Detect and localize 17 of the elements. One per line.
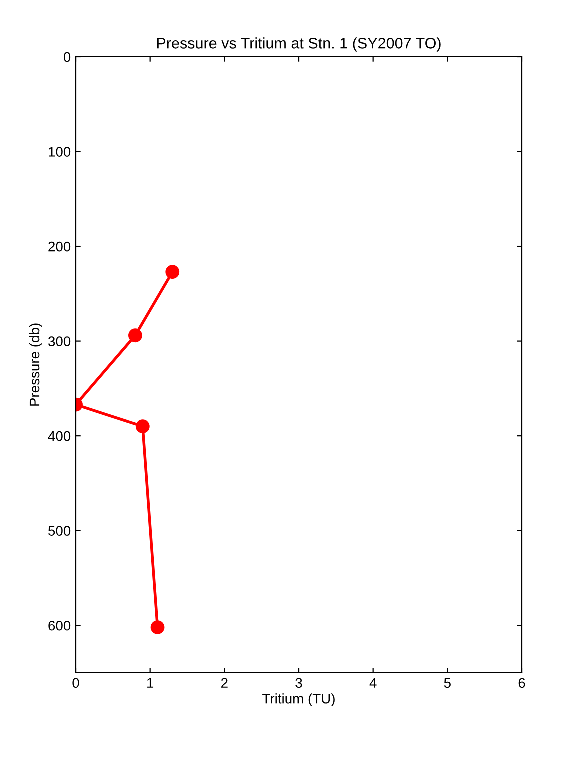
chart-title: Pressure vs Tritium at Stn. 1 (SY2007 TO) (157, 38, 441, 52)
x-tick-label: 5 (444, 678, 451, 688)
x-tick-label: 2 (222, 678, 228, 688)
y-tick-label: 100 (49, 147, 71, 157)
y-tick-label: 600 (48, 620, 71, 631)
y-tick-label: 0 (64, 52, 71, 62)
x-tick-label: 1 (148, 678, 154, 688)
y-tick-label: 300 (48, 336, 71, 346)
y-tick-label: 500 (48, 526, 71, 536)
x-tick-label: 4 (370, 678, 377, 688)
y-tick-label: 400 (48, 431, 71, 442)
x-tick-label: 6 (518, 678, 526, 688)
x-axis-title: Tritium (TU) (262, 694, 335, 707)
x-tick-label: 0 (72, 678, 80, 688)
x-tick-label: 3 (296, 678, 302, 688)
y-tick-label: 200 (48, 242, 71, 252)
y-axis-title: Pressure (db) (29, 324, 42, 406)
